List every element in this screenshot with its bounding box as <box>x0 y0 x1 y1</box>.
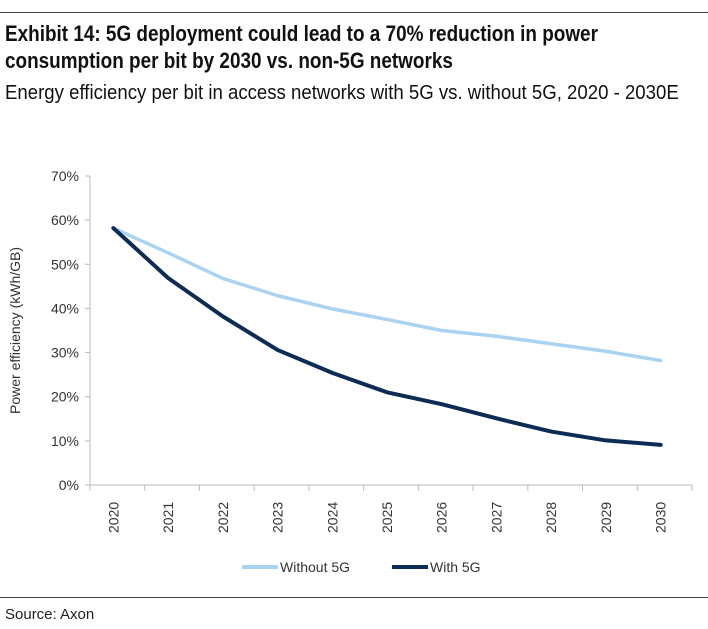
x-tick-label: 2026 <box>434 502 450 533</box>
y-tick-label: 0% <box>59 477 79 493</box>
legend-label: With 5G <box>430 559 481 575</box>
x-tick-label: 2023 <box>270 502 286 533</box>
x-tick-label: 2020 <box>105 502 121 533</box>
x-tick-label: 2024 <box>324 502 340 533</box>
y-tick-label: 60% <box>51 212 79 228</box>
y-tick-label: 40% <box>51 300 79 316</box>
y-tick-label: 50% <box>51 256 79 272</box>
y-tick-label: 30% <box>51 345 79 361</box>
x-tick-label: 2027 <box>488 502 504 533</box>
series-line-without-5g <box>111 226 663 363</box>
chart-subtitle: Energy efficiency per bit in access netw… <box>5 82 679 104</box>
chart-title: Exhibit 14: 5G deployment could lead to … <box>5 21 598 73</box>
x-tick-label: 2022 <box>215 502 231 533</box>
x-tick-label: 2025 <box>379 502 395 533</box>
y-tick-label: 10% <box>51 433 79 449</box>
y-tick-label: 20% <box>51 389 79 405</box>
series-line-with-5g <box>111 226 663 447</box>
x-tick-label: 2029 <box>598 502 614 533</box>
source-note: Source: Axon <box>5 606 95 623</box>
bottom-rule <box>0 597 708 598</box>
y-tick-label: 70% <box>51 168 79 184</box>
x-tick-label: 2030 <box>653 502 669 533</box>
y-axis-title: Power efficiency (kWh/GB) <box>7 247 23 414</box>
top-rule <box>0 12 708 13</box>
x-tick-label: 2021 <box>160 502 176 533</box>
legend-label: Without 5G <box>280 559 350 575</box>
x-tick-label: 2028 <box>543 502 559 533</box>
